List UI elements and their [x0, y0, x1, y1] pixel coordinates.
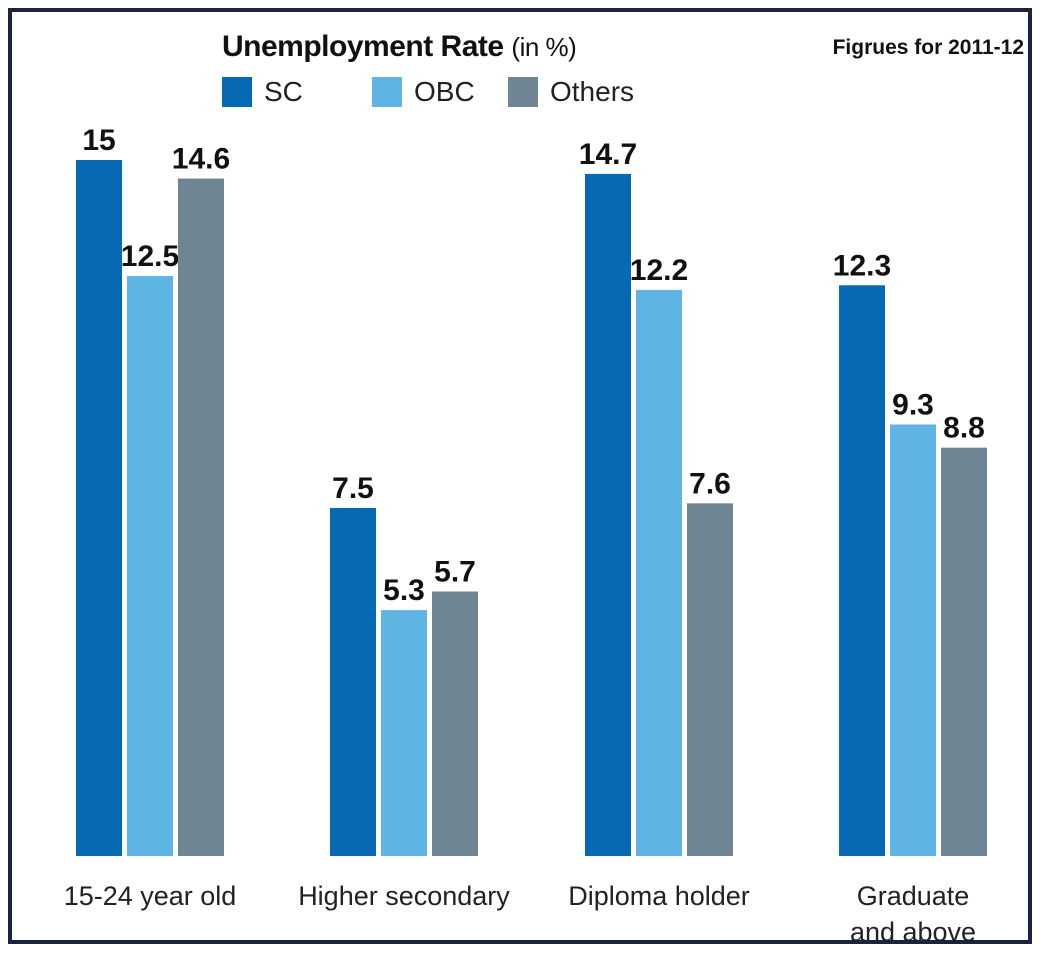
value-label-15-24-year-old-obc: 12.5: [121, 240, 179, 273]
bar-15-24-year-old-sc: [76, 160, 122, 856]
chart-note: Figrues for 2011-12: [832, 36, 1024, 59]
bar-higher-secondary-others: [432, 591, 478, 856]
bar-higher-secondary-obc: [381, 610, 427, 856]
bar-diploma-holder-sc: [585, 173, 631, 857]
bar-15-24-year-old-obc: [127, 276, 173, 856]
legend-label-obc: OBC: [414, 76, 475, 107]
legend-item-others: Others: [508, 76, 634, 108]
chart-title: Unemployment Rate (in %): [222, 30, 577, 64]
value-label-diploma-holder-others: 7.6: [689, 467, 731, 500]
bar-diploma-holder-others: [687, 503, 733, 856]
value-label-higher-secondary-sc: 7.5: [332, 472, 374, 505]
value-label-graduate-and-above-others: 8.8: [943, 412, 985, 445]
bar-graduate-and-above-others: [941, 447, 987, 856]
bar-diploma-holder-obc: [636, 289, 682, 856]
value-label-graduate-and-above-obc: 9.3: [892, 388, 934, 421]
value-label-diploma-holder-obc: 12.2: [630, 254, 688, 287]
legend-label-others: Others: [550, 76, 635, 107]
legend-item-sc: SC: [222, 76, 303, 108]
legend-label-sc: SC: [264, 76, 303, 107]
bar-graduate-and-above-sc: [839, 285, 885, 856]
bar-15-24-year-old-others: [178, 178, 224, 856]
category-label-diploma-holder: Diploma holder: [568, 881, 750, 911]
legend-swatch-sc: [222, 77, 252, 107]
category-label-higher-secondary: Higher secondary: [298, 881, 510, 911]
legend-swatch-others: [508, 77, 538, 107]
value-label-higher-secondary-others: 5.7: [434, 556, 476, 589]
bar-graduate-and-above-obc: [890, 424, 936, 856]
value-label-15-24-year-old-others: 14.6: [172, 143, 230, 176]
chart-title-text: Unemployment Rate: [222, 30, 504, 63]
legend-item-obc: OBC: [372, 76, 475, 108]
bar-higher-secondary-sc: [330, 508, 376, 856]
value-label-higher-secondary-obc: 5.3: [383, 574, 425, 607]
category-label-15-24-year-old: 15-24 year old: [64, 881, 237, 911]
value-label-15-24-year-old-sc: 15: [82, 124, 115, 157]
legend-swatch-obc: [372, 77, 402, 107]
chart-title-unit: (in %): [511, 32, 577, 62]
value-label-diploma-holder-sc: 14.7: [579, 138, 637, 171]
category-label-graduate-and-above: Graduate and above: [850, 881, 976, 947]
value-label-graduate-and-above-sc: 12.3: [833, 249, 891, 282]
